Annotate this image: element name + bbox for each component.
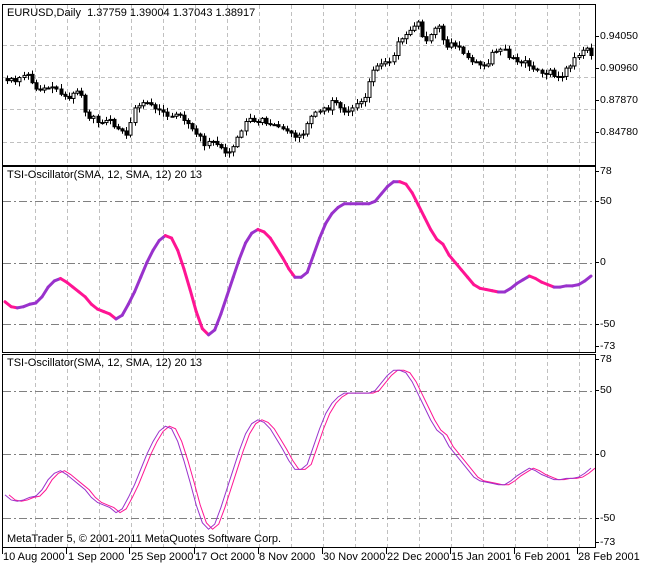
osc1-tick: -73 [595, 340, 615, 352]
osc2-tick: 50 [595, 384, 612, 396]
x-label: 6 Feb 2001 [515, 551, 571, 563]
price-panel-title: EURUSD,Daily 1.37759 1.39004 1.37043 1.3… [7, 7, 256, 19]
price-tick: 0.87870 [595, 94, 638, 106]
osc1-tick: -50 [595, 318, 615, 330]
tsi-color-panel-title: TSI-Oscillator(SMA, 12, SMA, 12) 20 13 [7, 169, 203, 181]
x-tick-mark [514, 548, 515, 554]
x-label: 1 Sep 2000 [68, 551, 125, 563]
x-label: 10 Aug 2000 [3, 551, 65, 563]
tsi-color-y-axis: 78 50 0 -50 -73 [595, 165, 646, 352]
tsi-double-line-y-axis: 78 50 0 -50 -73 [595, 353, 646, 548]
price-panel: EURUSD,Daily 1.37759 1.39004 1.37043 1.3… [2, 4, 596, 166]
x-tick-mark [258, 548, 259, 554]
x-axis: 10 Aug 2000 1 Sep 2000 25 Sep 2000 17 Oc… [0, 548, 646, 569]
osc2-tick: 78 [595, 353, 612, 365]
copyright-text: MetaTrader 5, © 2001-2011 MetaQuotes Sof… [7, 533, 282, 545]
tsi-double-line-chart [3, 355, 595, 547]
x-tick-mark [577, 548, 578, 554]
tsi-color-panel: TSI-Oscillator(SMA, 12, SMA, 12) 20 13 [2, 166, 596, 353]
osc1-tick: 0 [595, 256, 606, 268]
x-tick-mark [2, 548, 3, 554]
x-tick-mark [450, 548, 451, 554]
x-label: 15 Jan 2001 [451, 551, 512, 563]
tsi-double-line-panel-title: TSI-Oscillator(SMA, 12, SMA, 12) 20 13 [7, 357, 203, 369]
x-tick-mark [386, 548, 387, 554]
x-label: 8 Nov 2000 [259, 551, 316, 563]
price-tick: 0.94050 [595, 30, 638, 42]
osc1-tick: 50 [595, 195, 612, 207]
x-label: 25 Sep 2000 [131, 551, 194, 563]
osc2-tick: -50 [595, 512, 615, 524]
x-label: 22 Dec 2000 [387, 551, 450, 563]
tsi-double-line-panel: TSI-Oscillator(SMA, 12, SMA, 12) 20 13 M… [2, 354, 596, 548]
osc1-tick: 78 [595, 165, 612, 177]
tsi-color-chart [3, 167, 595, 352]
osc2-tick: 0 [595, 448, 606, 460]
price-tick: 0.84780 [595, 126, 638, 138]
x-tick-mark [129, 548, 130, 554]
price-tick: 0.90960 [595, 62, 638, 74]
x-tick-mark [194, 548, 195, 554]
x-tick-mark [322, 548, 323, 554]
x-tick-mark [66, 548, 67, 554]
x-label: 30 Nov 2000 [323, 551, 386, 563]
x-label: 17 Oct 2000 [195, 551, 255, 563]
price-y-axis: 0.94050 0.90960 0.87870 0.84780 [595, 4, 646, 166]
price-chart [3, 5, 595, 165]
x-label: 28 Feb 2001 [578, 551, 640, 563]
osc2-tick: -73 [595, 536, 615, 548]
